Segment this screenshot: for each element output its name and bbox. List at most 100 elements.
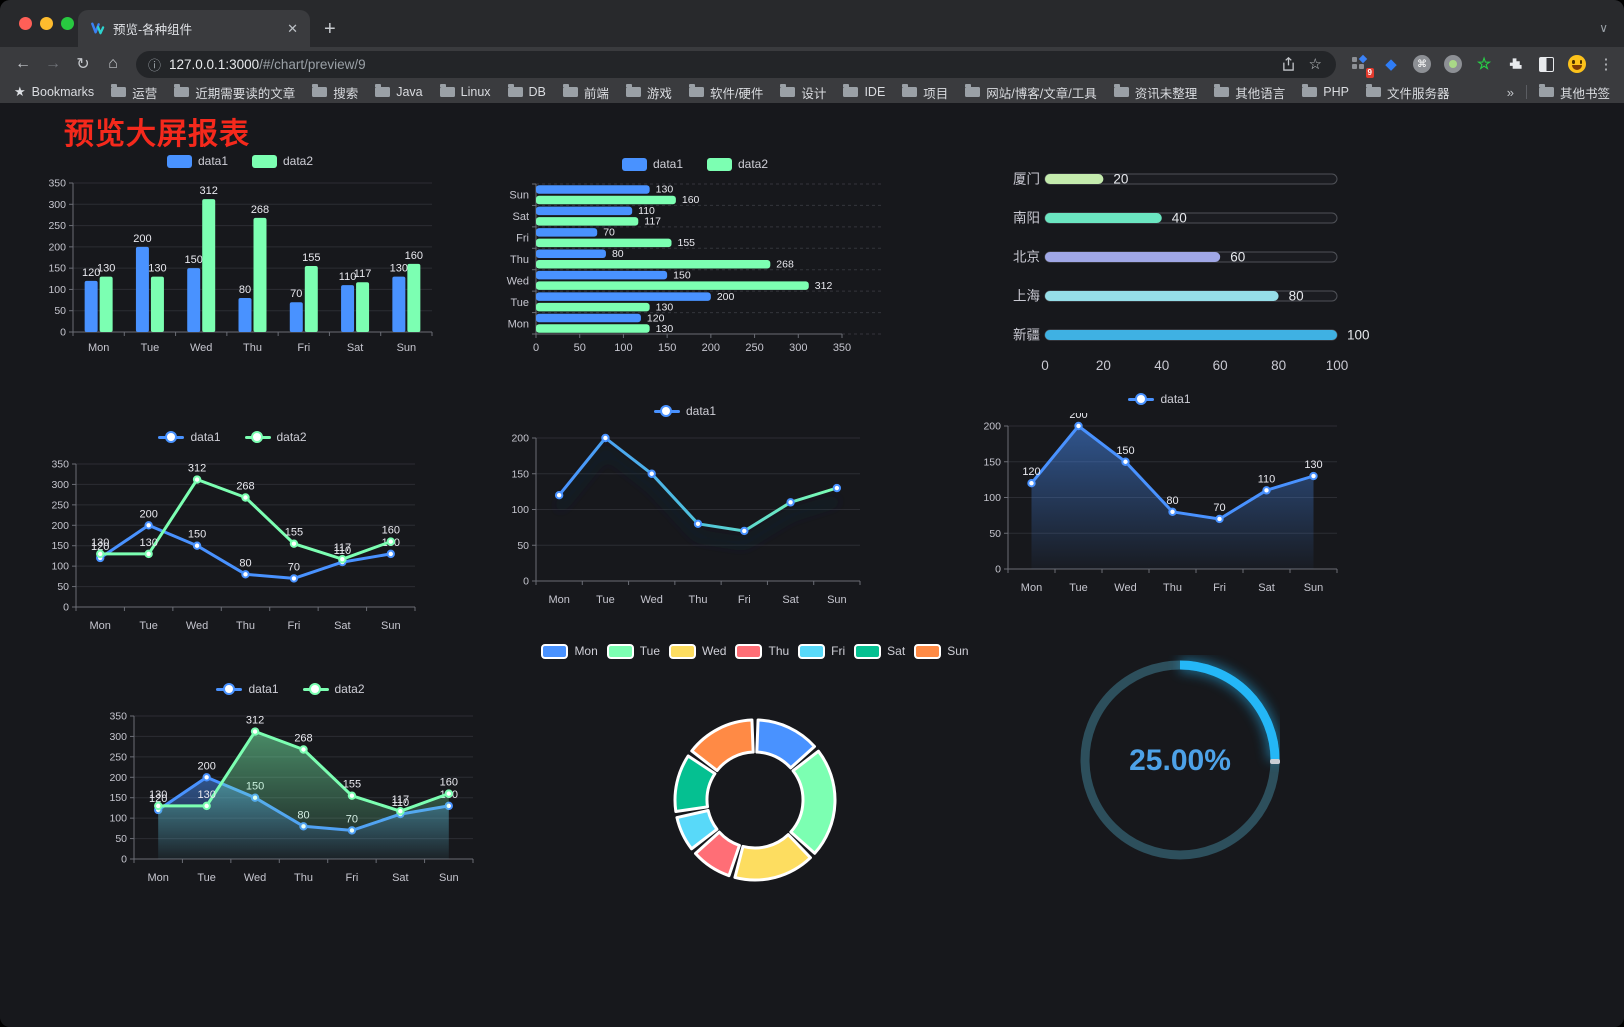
browser-menu-icon[interactable]: ⋮ (1598, 56, 1614, 73)
legend-item-Fri[interactable]: Fri (798, 643, 845, 659)
svg-text:Tue: Tue (197, 872, 216, 884)
svg-text:Fri: Fri (1213, 582, 1226, 594)
chart-legend: data1 data2 (500, 155, 890, 173)
bookmark-folder-其他语言[interactable]: 其他语言 (1214, 83, 1285, 102)
share-icon[interactable] (1282, 56, 1295, 72)
tab-close-icon[interactable]: ✕ (287, 20, 298, 36)
legend-item-Sun[interactable]: Sun (914, 643, 969, 659)
address-bar[interactable]: ⓘ 127.0.0.1:3000/#/chart/preview/9 ☆ (136, 50, 1336, 78)
folder-icon (1302, 84, 1318, 97)
svg-text:Tue: Tue (510, 297, 529, 309)
bookmark-folder-前端[interactable]: 前端 (562, 83, 609, 102)
bookmark-folder-设计[interactable]: 设计 (780, 83, 826, 102)
svg-text:Sat: Sat (334, 620, 351, 632)
svg-text:Fri: Fri (346, 872, 359, 884)
bookmark-label: 其他语言 (1235, 86, 1286, 101)
tab-search-chevron-icon[interactable]: ∨ (1599, 21, 1608, 35)
folder-icon (843, 84, 859, 97)
legend-label: data1 (685, 404, 717, 418)
bookmarks-root-item[interactable]: ★ Bookmarks (14, 84, 94, 100)
legend-line-marker (244, 430, 271, 444)
back-button[interactable]: ← (15, 55, 31, 72)
legend-item-data1[interactable]: data1 (216, 682, 279, 696)
zoom-window-button[interactable] (61, 17, 74, 30)
reload-button[interactable]: ↻ (76, 56, 90, 73)
folder-icon (439, 84, 455, 97)
minimize-window-button[interactable] (40, 17, 53, 30)
chart-legend: data1 (972, 390, 1347, 408)
city-progress-chart: 厦门 20 南阳 40 北京 60 上海 80 新疆 100 0 20 40 60 80 100 (998, 160, 1373, 380)
legend-item-Mon[interactable]: Mon (541, 643, 598, 659)
folder-icon (1113, 84, 1129, 97)
legend-item-data2[interactable]: data2 (244, 430, 307, 444)
svg-text:117: 117 (644, 216, 661, 228)
bookmark-folder-运营[interactable]: 运营 (111, 83, 157, 102)
legend-item-Sat[interactable]: Sat (854, 643, 905, 659)
bookmark-folder-IDE[interactable]: IDE (843, 84, 885, 99)
legend-item-Tue[interactable]: Tue (606, 643, 660, 659)
svg-text:200: 200 (702, 342, 720, 354)
close-window-button[interactable] (19, 17, 32, 30)
svg-text:Mon: Mon (1021, 582, 1042, 594)
legend-item-data1[interactable]: data1 (166, 154, 228, 168)
svg-text:Mon: Mon (88, 342, 109, 354)
legend-item-Wed[interactable]: Wed (669, 643, 726, 659)
legend-swatch (914, 643, 942, 659)
site-info-icon[interactable]: ⓘ (148, 57, 162, 73)
emoji-face-extension-icon[interactable] (1565, 52, 1589, 76)
bookmark-folder-网站/博客/文章/工具[interactable]: 网站/博客/文章/工具 (965, 83, 1097, 102)
svg-text:100: 100 (614, 342, 632, 354)
legend-item-data1[interactable]: data1 (158, 430, 221, 444)
browser-tab[interactable]: 预览-各种组件 ✕ (78, 10, 310, 47)
bookmark-folder-近期需要读的文章[interactable]: 近期需要读的文章 (174, 83, 295, 102)
bookmark-folder-文件服务器[interactable]: 文件服务器 (1365, 83, 1449, 102)
svg-text:150: 150 (185, 254, 203, 266)
svg-text:Wed: Wed (641, 594, 663, 606)
svg-text:312: 312 (188, 463, 206, 475)
home-button[interactable]: ⌂ (108, 55, 118, 72)
svg-text:120: 120 (82, 267, 100, 279)
legend-item-data2[interactable]: data2 (707, 157, 768, 171)
url-text[interactable]: 127.0.0.1:3000/#/chart/preview/9 (169, 57, 1274, 72)
command-circle-extension-icon[interactable]: ⌘ (1410, 52, 1434, 76)
legend-item-data1[interactable]: data1 (653, 404, 717, 418)
legend-item-data2[interactable]: data2 (252, 154, 313, 168)
gem-extension-icon[interactable]: ◆ (1385, 56, 1397, 73)
legend-item-data1[interactable]: data1 (621, 157, 683, 171)
svg-text:0: 0 (523, 576, 529, 588)
legend-label: Mon (574, 644, 598, 658)
contrast-extension-icon[interactable] (1534, 52, 1558, 76)
svg-text:70: 70 (1213, 502, 1225, 514)
svg-text:0: 0 (1041, 358, 1049, 373)
puzzle-extension-icon[interactable] (1503, 52, 1527, 76)
bookmark-folder-资讯未整理[interactable]: 资讯未整理 (1113, 83, 1197, 102)
svg-text:130: 130 (1304, 459, 1322, 471)
bookmark-folder-Linux[interactable]: Linux (439, 84, 491, 99)
legend-swatch (606, 643, 634, 659)
star-outline-extension-icon[interactable]: ☆ (1476, 56, 1492, 73)
bookmark-star-icon[interactable]: ☆ (1308, 56, 1322, 73)
dot-circle-extension-icon[interactable] (1441, 52, 1465, 76)
grid-apps-extension-icon[interactable]: 9 (1348, 52, 1374, 78)
svg-text:100: 100 (1326, 358, 1349, 373)
bookmark-folder-Java[interactable]: Java (375, 84, 423, 99)
bookmark-folder-搜索[interactable]: 搜索 (312, 83, 358, 102)
bookmark-folder-PHP[interactable]: PHP (1302, 84, 1349, 99)
new-tab-button[interactable]: + (324, 18, 336, 40)
forward-button[interactable]: → (45, 55, 61, 72)
legend-item-data2[interactable]: data2 (302, 682, 365, 696)
legend-item-Thu[interactable]: Thu (735, 643, 789, 659)
svg-text:155: 155 (678, 237, 696, 249)
svg-text:Sat: Sat (1258, 582, 1275, 594)
legend-item-data1[interactable]: data1 (1128, 392, 1191, 406)
bookmark-folder-项目[interactable]: 项目 (902, 83, 948, 102)
legend-swatch (621, 157, 647, 171)
legend-label: data2 (276, 430, 307, 444)
other-bookmarks-folder[interactable]: 其他书签 (1538, 83, 1610, 102)
svg-text:200: 200 (983, 421, 1001, 433)
bookmark-folder-游戏[interactable]: 游戏 (625, 83, 672, 102)
bookmark-folder-软件/硬件[interactable]: 软件/硬件 (688, 83, 763, 102)
legend-label: data2 (738, 157, 769, 171)
bookmarks-overflow-button[interactable]: » (1506, 84, 1514, 100)
bookmark-folder-DB[interactable]: DB (507, 84, 546, 99)
